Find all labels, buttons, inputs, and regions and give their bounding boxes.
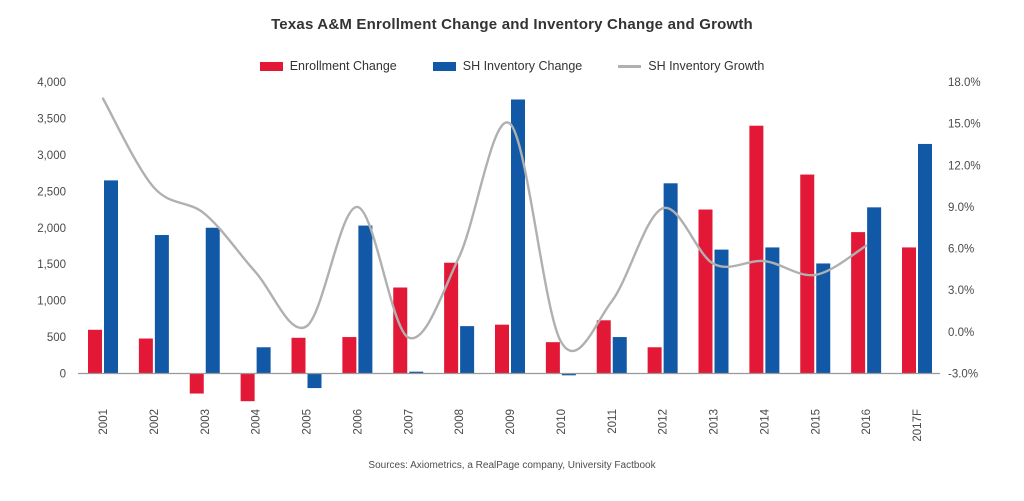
x-axis-label-2004: 2004 [251, 408, 263, 434]
bar-sh-inventory-change-2005 [307, 373, 322, 389]
bar-enrollment-change-2001 [88, 329, 102, 374]
bar-sh-inventory-change-2015 [816, 263, 831, 374]
bar-enrollment-change-2011 [596, 320, 611, 374]
bar-sh-inventory-change-2017F [918, 143, 932, 374]
x-axis-label-2007: 2007 [403, 409, 415, 435]
legend-label: SH Inventory Growth [648, 59, 765, 73]
left-axis-tick-label: 3,000 [37, 150, 66, 162]
bar-sh-inventory-change-2013 [714, 249, 729, 374]
bar-enrollment-change-2009 [495, 324, 509, 374]
legend-label: Enrollment Change [289, 59, 397, 73]
bar-sh-inventory-change-2002 [154, 235, 169, 374]
sh-inventory-growth-swatch [618, 64, 642, 68]
chart-legend: Enrollment Change SH Inventory Change SH… [0, 59, 1024, 73]
bar-enrollment-change-2016 [851, 232, 866, 374]
x-axis-label-2012: 2012 [658, 409, 670, 435]
right-axis-tick-label: -3.0% [948, 369, 978, 381]
bar-enrollment-change-2007 [393, 287, 408, 374]
bar-enrollment-change-2008 [444, 262, 459, 374]
left-axis-tick-label: 2,000 [37, 223, 66, 235]
bar-enrollment-change-2005 [291, 337, 306, 374]
legend-item-sh-inventory-growth: SH Inventory Growth [618, 59, 764, 73]
x-axis-label-2010: 2010 [556, 409, 568, 435]
left-axis-tick-label: 4,000 [37, 77, 66, 89]
bar-sh-inventory-change-2006 [358, 225, 373, 374]
x-axis-label-2003: 2003 [200, 409, 212, 435]
left-axis-tick-label: 0 [60, 369, 66, 381]
bar-enrollment-change-2014 [749, 125, 764, 374]
bar-sh-inventory-change-2011 [612, 337, 627, 374]
x-axis-label-2008: 2008 [454, 409, 466, 435]
bar-sh-inventory-change-2010 [561, 373, 576, 376]
left-axis-tick-label: 1,000 [37, 296, 66, 308]
x-axis-label-2015: 2015 [810, 409, 822, 435]
bar-sh-inventory-change-2012 [663, 183, 678, 374]
left-axis-tick-label: 3,500 [37, 113, 66, 125]
x-axis-label-2009: 2009 [505, 409, 517, 435]
bar-sh-inventory-change-2016 [867, 207, 882, 374]
bar-enrollment-change-2003 [189, 373, 204, 394]
legend-label: SH Inventory Change [462, 59, 583, 73]
right-axis-tick-label: 3.0% [948, 285, 974, 297]
bar-enrollment-change-2013 [698, 209, 713, 374]
x-axis-label-2013: 2013 [709, 409, 721, 435]
bar-sh-inventory-change-2007 [409, 371, 424, 374]
bar-enrollment-change-2010 [545, 342, 560, 374]
chart-title: Texas A&M Enrollment Change and Inventor… [271, 16, 753, 33]
sh-inventory-change-swatch [432, 61, 456, 71]
x-axis-label-2005: 2005 [302, 409, 314, 435]
right-axis-tick-label: 0.0% [948, 327, 974, 339]
bar-sh-inventory-change-2004 [256, 347, 271, 374]
right-axis-tick-label: 18.0% [948, 77, 981, 89]
x-axis-label-2011: 2011 [607, 409, 619, 434]
bar-enrollment-change-2002 [138, 338, 153, 374]
sh-inventory-growth-line [101, 97, 868, 352]
bar-sh-inventory-change-2003 [205, 227, 220, 374]
legend-item-enrollment-change: Enrollment Change [259, 59, 397, 73]
bar-enrollment-change-2017F [902, 247, 916, 374]
x-axis-label-2001: 2001 [98, 409, 110, 435]
x-axis-label-2017F: 2017F [912, 409, 924, 442]
bar-sh-inventory-change-2008 [460, 326, 475, 374]
x-axis-label-2006: 2006 [352, 409, 364, 435]
right-axis-tick-label: 6.0% [948, 244, 974, 256]
left-axis-tick-label: 2,500 [37, 186, 66, 198]
x-axis-label-2002: 2002 [149, 409, 161, 435]
left-axis-tick-label: 1,500 [37, 259, 66, 271]
bar-sh-inventory-change-2014 [765, 247, 780, 374]
bar-enrollment-change-2004 [240, 373, 255, 402]
bar-enrollment-change-2006 [342, 337, 357, 374]
bar-sh-inventory-change-2001 [104, 180, 118, 374]
left-axis-tick-label: 500 [47, 332, 66, 344]
bar-sh-inventory-change-2009 [511, 99, 525, 374]
enrollment-change-swatch [259, 61, 283, 71]
right-axis-tick-label: 12.0% [948, 160, 981, 172]
legend-item-sh-inventory-change: SH Inventory Change [432, 59, 583, 73]
right-axis-tick-label: 9.0% [948, 202, 974, 214]
x-axis-label-2014: 2014 [759, 408, 771, 434]
bar-enrollment-change-2012 [647, 347, 662, 374]
right-axis-tick-label: 15.0% [948, 119, 981, 131]
x-axis-label-2016: 2016 [861, 409, 873, 435]
source-note: Sources: Axiometrics, a RealPage company… [368, 460, 656, 471]
